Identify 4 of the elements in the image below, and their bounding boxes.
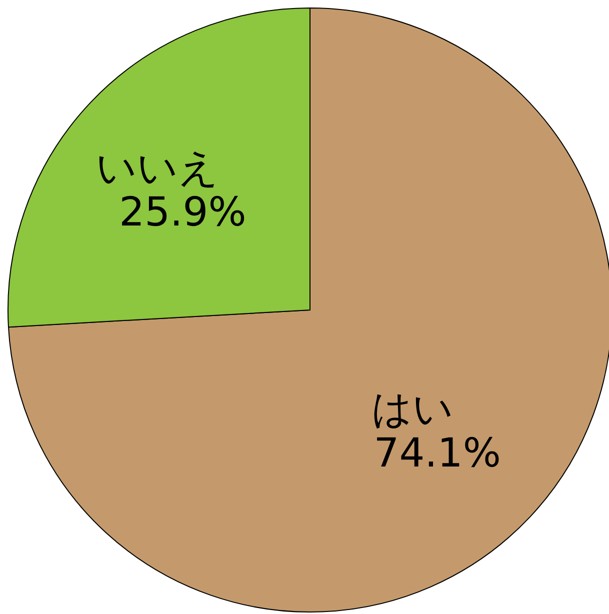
slice-label: いいえ bbox=[96, 146, 220, 192]
data-label: 74.1% bbox=[374, 430, 501, 476]
slice-label: はい bbox=[371, 386, 454, 432]
data-label: 25.9% bbox=[119, 190, 246, 236]
